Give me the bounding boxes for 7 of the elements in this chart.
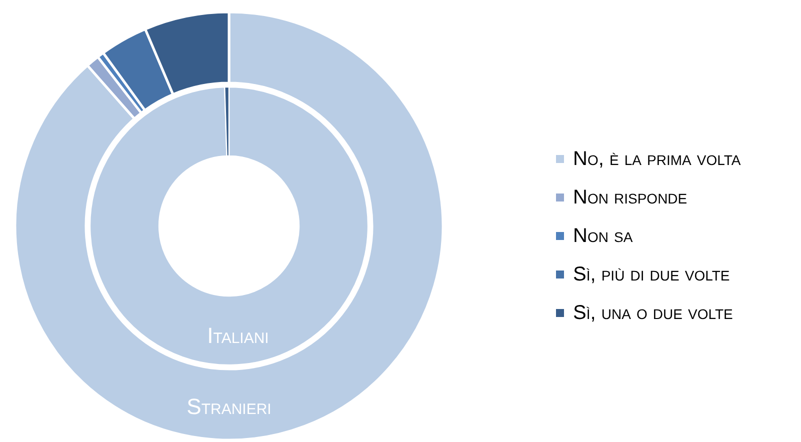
slice-label: Stranieri <box>186 394 272 419</box>
legend-label: Non sa <box>573 225 634 247</box>
legend-label: Sì, più di due volte <box>573 264 730 286</box>
legend-label: Sì, una o due volte <box>573 302 733 324</box>
slice-label: Italiani <box>207 323 269 348</box>
legend-label: No, è la prima volta <box>573 148 742 170</box>
legend-label: Non risponde <box>573 186 688 208</box>
